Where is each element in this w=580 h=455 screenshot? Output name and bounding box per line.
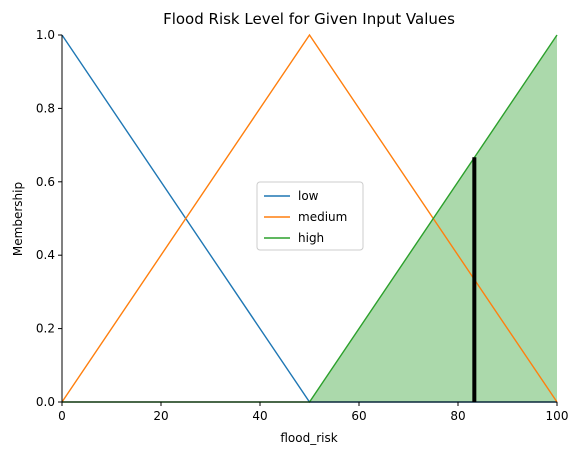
x-tick-label: 0 (58, 409, 66, 423)
y-tick-label: 0.2 (36, 322, 55, 336)
legend-label-high: high (298, 231, 324, 245)
x-tick-label: 60 (351, 409, 366, 423)
y-tick-label: 0.4 (36, 248, 55, 262)
x-tick-label: 20 (153, 409, 168, 423)
legend: low medium high (256, 181, 364, 251)
y-tick-label: 0.0 (36, 395, 55, 409)
legend-label-low: low (298, 189, 319, 203)
x-axis-label: flood_risk (280, 431, 337, 445)
x-tick-label: 100 (546, 409, 569, 423)
legend-frame (256, 181, 364, 251)
x-tick-label: 40 (252, 409, 267, 423)
x-tick-label: 80 (450, 409, 465, 423)
y-ticks: 0.0 0.2 0.4 0.6 0.8 1.0 (36, 28, 62, 409)
y-tick-label: 0.8 (36, 101, 55, 115)
y-tick-label: 0.6 (36, 175, 55, 189)
y-tick-label: 1.0 (36, 28, 55, 42)
legend-label-medium: medium (298, 210, 347, 224)
chart-title: Flood Risk Level for Given Input Values (163, 10, 455, 28)
y-axis-label: Membership (11, 182, 25, 256)
x-ticks: 0 20 40 60 80 100 (58, 402, 568, 423)
